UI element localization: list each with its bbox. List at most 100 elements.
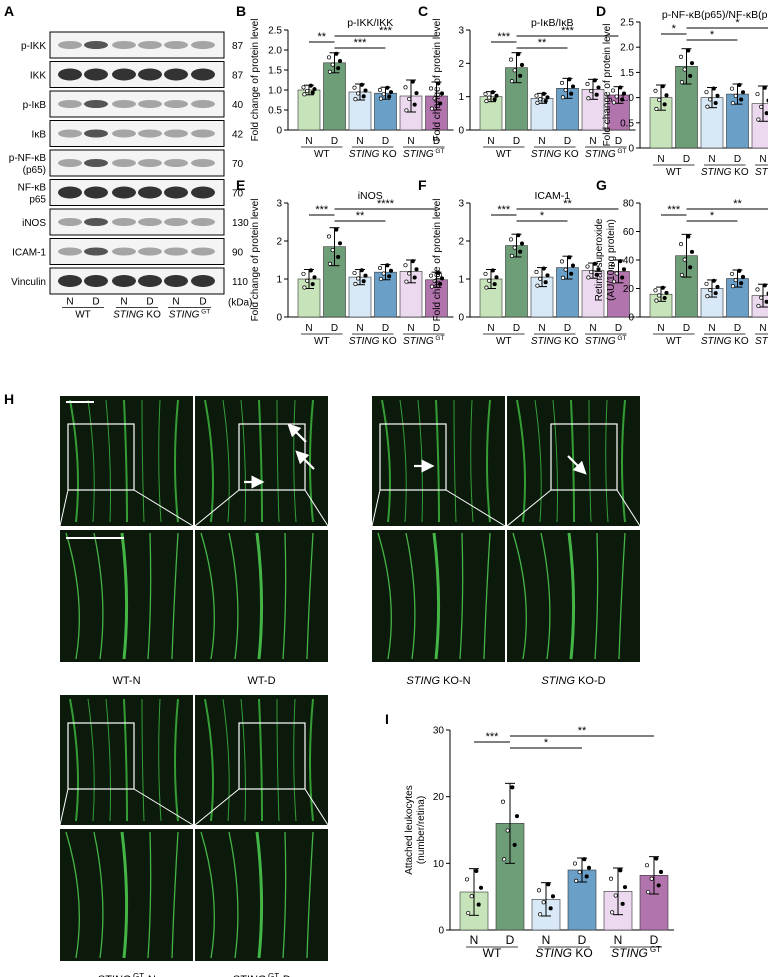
blot-band xyxy=(164,186,188,199)
chart-title: p-NF-κB(p65)/NF-κB(p65) xyxy=(662,9,768,21)
vessel xyxy=(516,399,526,523)
data-point xyxy=(378,96,383,101)
significance-label: *** xyxy=(315,204,329,216)
data-point xyxy=(678,54,684,59)
data-point xyxy=(302,92,307,97)
data-point xyxy=(656,883,661,888)
data-point xyxy=(492,97,497,102)
zoom-connector xyxy=(59,489,69,527)
data-point xyxy=(385,85,390,90)
vessel xyxy=(69,698,79,822)
vessel xyxy=(309,399,314,523)
data-point xyxy=(330,62,335,67)
y-tick-label: 3 xyxy=(458,199,464,210)
data-point xyxy=(404,279,409,284)
blot-band xyxy=(138,159,162,167)
data-point xyxy=(377,87,383,93)
data-point xyxy=(662,295,667,301)
data-point xyxy=(534,269,539,275)
blot-band xyxy=(84,100,108,108)
data-point xyxy=(310,90,315,95)
data-point xyxy=(336,66,341,71)
vessel xyxy=(171,831,179,959)
y-tick-label: 1.5 xyxy=(268,66,282,77)
lane-label: N xyxy=(759,154,766,165)
blot-band xyxy=(191,218,215,226)
vessel xyxy=(282,532,287,660)
data-point xyxy=(301,85,306,90)
data-point xyxy=(730,101,735,106)
y-tick-label: 2 xyxy=(458,59,464,70)
vessel xyxy=(222,399,230,523)
data-point xyxy=(649,876,654,881)
blot-band xyxy=(164,100,188,108)
vessel xyxy=(255,532,264,660)
significance-label: * xyxy=(710,210,715,222)
data-point xyxy=(326,55,332,60)
data-point xyxy=(363,273,368,278)
data-point xyxy=(560,275,565,280)
group-label-sting-gt: STING GT xyxy=(403,335,444,347)
micrograph-caption: WT-N xyxy=(112,675,140,687)
data-point xyxy=(484,285,489,290)
data-point xyxy=(381,92,386,97)
data-point xyxy=(469,894,474,899)
significance-label: * xyxy=(735,17,740,29)
vessel xyxy=(147,831,152,959)
blot-band xyxy=(58,186,82,199)
data-point xyxy=(519,241,525,246)
blot-kda: 40 xyxy=(232,100,244,111)
data-point xyxy=(353,97,358,102)
vessel xyxy=(105,698,111,822)
zoom-connector xyxy=(616,489,641,527)
lane-label: N xyxy=(759,323,766,334)
blot-label: p-IκB xyxy=(23,100,47,111)
data-point xyxy=(713,100,718,106)
significance-label: ** xyxy=(578,725,587,737)
data-point xyxy=(740,274,746,280)
data-point xyxy=(361,279,366,284)
data-point xyxy=(490,268,495,273)
data-point xyxy=(541,900,546,905)
group-label-sting-ko: STING KO xyxy=(535,946,592,960)
y-tick-label: 0 xyxy=(276,126,282,137)
data-point xyxy=(352,85,357,90)
significance-label: ** xyxy=(538,37,547,49)
data-point xyxy=(715,93,720,98)
data-point xyxy=(585,264,590,269)
group-label-sting-gt: STING GT xyxy=(585,148,626,160)
data-point xyxy=(500,799,506,804)
data-point xyxy=(403,263,408,268)
significance-label: **** xyxy=(377,198,395,210)
blot-band xyxy=(58,129,82,138)
vessel xyxy=(123,399,128,523)
data-point xyxy=(509,79,514,84)
data-point xyxy=(535,283,540,288)
data-point xyxy=(538,276,543,281)
micrograph-caption: WT-D xyxy=(247,675,275,687)
y-tick-label: 0 xyxy=(438,926,444,937)
data-point xyxy=(414,267,419,272)
vessel xyxy=(405,532,416,660)
data-point xyxy=(614,94,619,99)
vessel xyxy=(293,399,297,523)
blot-band xyxy=(84,41,108,49)
vessel xyxy=(605,399,609,523)
blot-kda: 87 xyxy=(232,71,244,82)
zoom-box xyxy=(550,423,618,491)
data-point xyxy=(483,271,488,276)
data-point xyxy=(541,266,546,271)
y-tick-label: 2.0 xyxy=(620,43,634,54)
data-point xyxy=(610,910,615,915)
blot-frame xyxy=(49,238,225,265)
data-point xyxy=(512,68,517,73)
data-point xyxy=(657,293,662,298)
data-point xyxy=(586,96,591,101)
blot-band xyxy=(164,129,188,138)
vessel xyxy=(141,698,145,822)
y-tick-label: 3 xyxy=(276,199,282,210)
y-axis-label: Fold change of protein level xyxy=(602,24,613,147)
vessel xyxy=(228,532,239,660)
data-point xyxy=(301,271,306,276)
